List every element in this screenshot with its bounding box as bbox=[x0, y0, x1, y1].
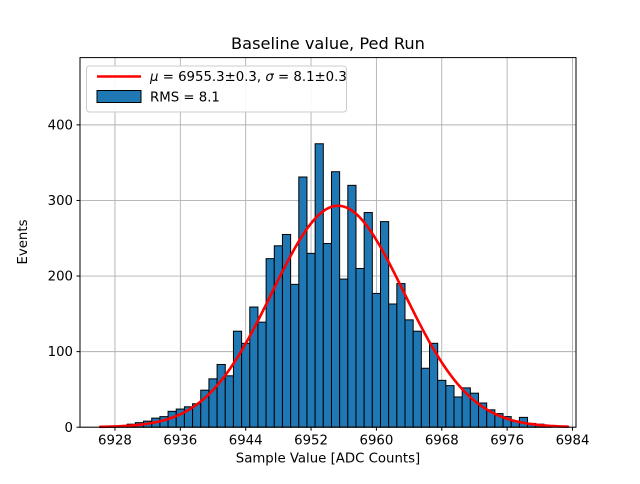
histogram-bar bbox=[388, 303, 398, 428]
histogram-bar bbox=[412, 330, 422, 428]
histogram-bar bbox=[437, 379, 447, 428]
histogram-bar bbox=[241, 342, 251, 428]
y-tick-labels: 0 100 200 300 400 bbox=[48, 118, 73, 435]
histogram-bar bbox=[445, 385, 455, 428]
x-tick-label: 6928 bbox=[98, 434, 132, 449]
histogram-bar bbox=[314, 143, 324, 428]
y-axis-label: Events bbox=[16, 219, 31, 264]
x-axis-label: Sample Value [ADC Counts] bbox=[236, 452, 420, 467]
axes-spines bbox=[79, 57, 577, 428]
legend-label-rms: RMS = 8.1 bbox=[150, 91, 220, 106]
histogram-bar bbox=[224, 375, 234, 428]
histogram-bar bbox=[290, 283, 300, 428]
y-tick-label: 400 bbox=[48, 118, 73, 133]
legend-box: μ = 6955.3±0.3, σ = 8.1±0.3 RMS = 8.1 bbox=[86, 65, 347, 113]
x-tick-label: 6984 bbox=[556, 434, 590, 449]
legend-frame bbox=[86, 65, 347, 113]
x-tick-label: 6960 bbox=[359, 434, 393, 449]
histogram-bar bbox=[322, 243, 332, 428]
histogram-bar bbox=[347, 184, 357, 428]
gaussian-fit-line bbox=[98, 204, 570, 429]
y-tick-label: 300 bbox=[48, 194, 73, 209]
histogram-bar bbox=[404, 319, 414, 428]
histogram-bar bbox=[363, 212, 373, 428]
legend-histogram-patch-sample bbox=[96, 90, 142, 103]
x-tick-label: 6952 bbox=[294, 434, 328, 449]
histogram-bar bbox=[355, 267, 365, 428]
histogram-bars bbox=[102, 143, 553, 428]
y-tick-label: 0 bbox=[65, 421, 73, 436]
y-tick-label: 100 bbox=[48, 345, 73, 360]
histogram-bar bbox=[298, 176, 308, 428]
x-tick-labels: 6928 6936 6944 6952 6960 6968 6976 6984 bbox=[98, 434, 589, 449]
x-tick-label: 6944 bbox=[229, 434, 263, 449]
x-tick-label: 6968 bbox=[425, 434, 459, 449]
histogram-bar bbox=[216, 363, 226, 428]
y-tick-label: 200 bbox=[48, 270, 73, 285]
x-tick-label: 6976 bbox=[490, 434, 524, 449]
histogram-bar bbox=[306, 252, 316, 428]
x-tick-label: 6936 bbox=[163, 434, 197, 449]
histogram-bar bbox=[330, 171, 341, 428]
histogram-bar bbox=[396, 283, 406, 428]
histogram-bar bbox=[339, 278, 349, 428]
histogram-bar bbox=[257, 321, 267, 428]
histogram-bar bbox=[371, 292, 381, 428]
axis-ticks bbox=[76, 124, 573, 431]
histogram-bar bbox=[420, 367, 431, 428]
chart-title: Baseline value, Ped Run bbox=[231, 34, 425, 53]
histogram-bar bbox=[265, 258, 275, 428]
histogram-bar bbox=[453, 396, 463, 428]
legend-label-fit: μ = 6955.3±0.3, σ = 8.1±0.3 bbox=[149, 70, 347, 85]
histogram-bar bbox=[232, 330, 243, 428]
